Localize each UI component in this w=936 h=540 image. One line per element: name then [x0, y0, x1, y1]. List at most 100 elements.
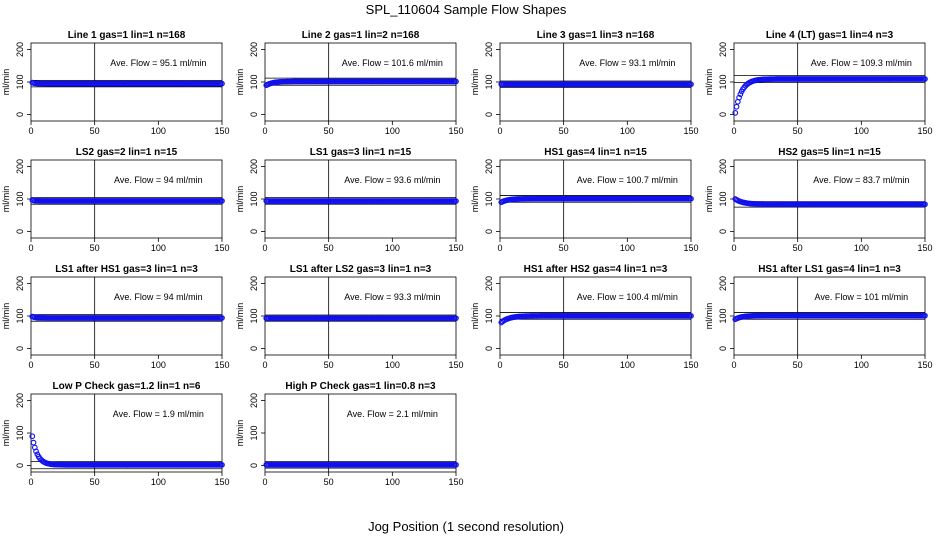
x-tick-label: 0 [28, 243, 33, 253]
panel-1: Line 1 gas=1 lin=1 n=168 0 50 100 150 0 100 200… [1, 30, 230, 136]
panel-title: HS1 after LS1 gas=4 lin=1 n=3 [758, 264, 901, 275]
x-tick-label: 100 [620, 126, 635, 136]
average-flow-annotation: Ave. Flow = 1.9 ml/min [113, 409, 204, 419]
panel-10: LS1 after LS2 gas=3 lin=1 n=3 0 50 100 150 0 1… [235, 264, 464, 370]
x-tick-label: 150 [214, 477, 229, 487]
panel-title: Low P Check gas=1.2 lin=1 n=6 [53, 381, 201, 392]
average-flow-annotation: Ave. Flow = 101 ml/min [815, 292, 909, 302]
x-tick-label: 100 [151, 360, 166, 370]
y-tick-label: 100 [15, 308, 25, 323]
y-axis-label: ml/min [235, 303, 245, 330]
data-point [453, 198, 459, 204]
panel-6: LS1 gas=3 lin=1 n=15 0 50 100 150 0 100 200 ml/m… [235, 147, 464, 253]
panel-9: LS1 after HS1 gas=3 lin=1 n=3 0 50 100 150 0 1… [1, 264, 230, 370]
y-tick-label: 100 [249, 308, 259, 323]
x-tick-label: 150 [448, 243, 463, 253]
x-tick-label: 50 [793, 360, 803, 370]
y-tick-label: 100 [15, 191, 25, 206]
x-tick-label: 100 [385, 360, 400, 370]
y-tick-label: 200 [15, 393, 25, 408]
data-point [219, 315, 225, 321]
x-tick-label: 150 [214, 360, 229, 370]
x-tick-label: 100 [854, 126, 869, 136]
y-tick-label: 200 [484, 159, 494, 174]
average-flow-annotation: Ave. Flow = 100.4 ml/min [577, 292, 678, 302]
x-tick-label: 150 [683, 126, 698, 136]
panel-title: LS1 after LS2 gas=3 lin=1 n=3 [290, 264, 432, 275]
panel-title: LS1 gas=3 lin=1 n=15 [310, 147, 412, 158]
x-tick-label: 100 [151, 243, 166, 253]
x-tick-label: 0 [262, 360, 267, 370]
x-tick-label: 100 [385, 243, 400, 253]
x-tick-label: 0 [28, 126, 33, 136]
data-point [219, 462, 225, 468]
y-axis-label: ml/min [470, 186, 480, 213]
panel-title: Line 2 gas=1 lin=2 n=168 [302, 30, 420, 41]
average-flow-annotation: Ave. Flow = 93.1 ml/min [579, 58, 675, 68]
panel-title: HS2 gas=5 lin=1 n=15 [778, 147, 881, 158]
x-tick-label: 50 [324, 126, 334, 136]
data-point [453, 315, 459, 322]
plot-frame [264, 393, 457, 473]
data-point [922, 312, 928, 319]
panel-8: HS2 gas=5 lin=1 n=15 0 50 100 150 0 100 200 ml/m… [704, 147, 933, 253]
y-tick-label: 200 [484, 42, 494, 57]
x-tick-label: 100 [620, 243, 635, 253]
data-points [732, 76, 928, 116]
data-points [498, 313, 694, 326]
x-tick-label: 50 [90, 126, 100, 136]
data-point [33, 448, 39, 455]
data-point [453, 78, 459, 85]
panel-3: Line 3 gas=1 lin=3 n=168 0 50 100 150 0 100 200… [470, 30, 699, 136]
y-tick-label: 100 [249, 74, 259, 89]
panel-11: HS1 after HS2 gas=4 lin=1 n=3 0 50 100 150 0 1… [470, 264, 699, 370]
x-tick-label: 0 [28, 477, 33, 487]
panel-title: HS1 gas=4 lin=1 n=15 [544, 147, 647, 158]
panel-title: Line 4 (LT) gas=1 lin=4 n=3 [766, 30, 894, 41]
data-point [736, 94, 742, 101]
y-axis-label: ml/min [704, 186, 714, 213]
panel-5: LS2 gas=2 lin=1 n=15 0 50 100 150 0 100 200 ml/m… [1, 147, 230, 253]
y-axis-label: ml/min [235, 69, 245, 96]
y-tick-label: 200 [249, 393, 259, 408]
data-points [732, 312, 928, 323]
y-axis-label: ml/min [704, 69, 714, 96]
x-tick-label: 150 [448, 360, 463, 370]
data-points [732, 196, 928, 208]
average-flow-annotation: Ave. Flow = 109.3 ml/min [811, 58, 912, 68]
y-tick-label: 100 [484, 191, 494, 206]
y-tick-label: 100 [249, 425, 259, 440]
y-tick-label: 200 [15, 159, 25, 174]
plot-frame [733, 159, 926, 239]
data-point [219, 198, 225, 204]
y-tick-label: 200 [718, 276, 728, 291]
panel-12: HS1 after LS1 gas=4 lin=1 n=3 0 50 100 150 0 1… [704, 264, 933, 370]
x-tick-label: 100 [385, 126, 400, 136]
y-tick-label: 200 [249, 42, 259, 57]
x-tick-label: 150 [214, 126, 229, 136]
y-axis-label: ml/min [235, 420, 245, 447]
y-tick-label: 0 [15, 463, 25, 468]
y-tick-label: 100 [15, 425, 25, 440]
average-flow-annotation: Ave. Flow = 95.1 ml/min [110, 58, 206, 68]
panel-title: LS2 gas=2 lin=1 n=15 [76, 147, 178, 158]
y-tick-label: 0 [249, 463, 259, 468]
x-tick-label: 150 [448, 126, 463, 136]
figure-title: SPL_110604 Sample Flow Shapes [366, 2, 567, 17]
panel-4: Line 4 (LT) gas=1 lin=4 n=3 0 50 100 150 0 100… [704, 30, 933, 136]
y-tick-label: 100 [15, 74, 25, 89]
y-tick-label: 200 [249, 276, 259, 291]
data-point [688, 313, 694, 319]
y-tick-label: 200 [15, 276, 25, 291]
y-tick-label: 100 [484, 308, 494, 323]
x-tick-label: 0 [731, 126, 736, 136]
y-tick-label: 200 [15, 42, 25, 57]
plot-frame [30, 393, 223, 473]
x-tick-label: 0 [497, 360, 502, 370]
x-tick-label: 50 [793, 126, 803, 136]
y-tick-label: 0 [15, 229, 25, 234]
x-tick-label: 150 [683, 243, 698, 253]
y-axis-label: ml/min [1, 420, 11, 447]
x-tick-label: 50 [324, 243, 334, 253]
x-tick-label: 150 [917, 126, 932, 136]
